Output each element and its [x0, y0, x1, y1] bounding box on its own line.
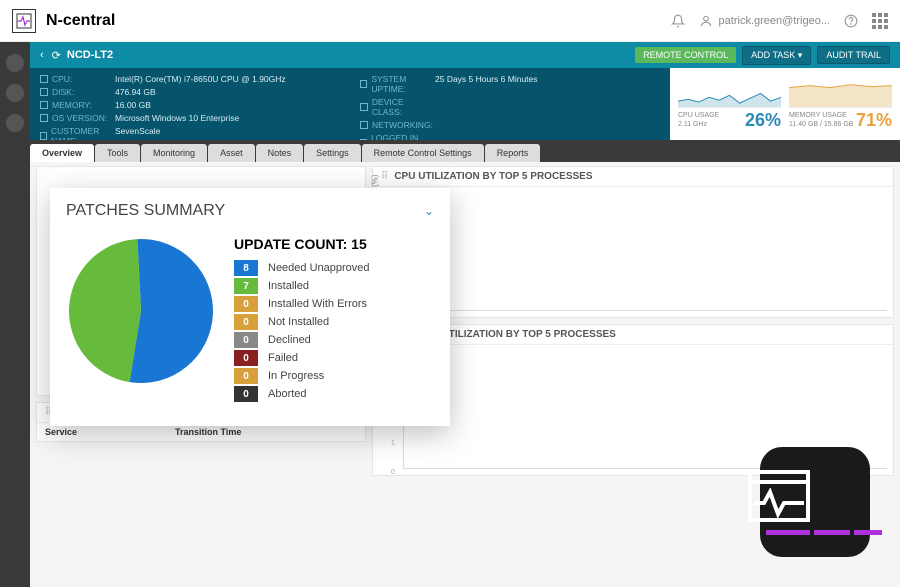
user-label: patrick.green@trigeo... — [719, 15, 830, 27]
apps-icon[interactable] — [872, 13, 888, 29]
info-cpu-value: Intel(R) Core(TM) i7-8650U CPU @ 1.90GHz — [115, 74, 286, 84]
cpu-chart-title: CPU UTILIZATION BY TOP 5 PROCESSES — [394, 171, 592, 182]
info-os-value: Microsoft Windows 10 Enterprise — [115, 113, 239, 123]
mem-usage-label: MEMORY USAGE — [789, 112, 853, 120]
remote-control-button[interactable]: REMOTE CONTROL — [635, 47, 736, 63]
sidenav-item[interactable] — [6, 84, 24, 102]
help-icon[interactable] — [844, 14, 858, 28]
collapse-icon[interactable]: ⌄ — [424, 204, 434, 218]
topbar: N-central patrick.green@trigeo... — [0, 0, 900, 42]
legend-row: 0In Progress — [234, 368, 434, 384]
info-memory-label: MEMORY: — [52, 100, 92, 110]
tab-asset[interactable]: Asset — [208, 144, 255, 162]
info-disk-label: DISK: — [52, 87, 74, 97]
sidenav-item[interactable] — [6, 54, 24, 72]
tab-remote-control-settings[interactable]: Remote Control Settings — [362, 144, 484, 162]
brand-name: N-central — [46, 12, 115, 30]
cpu-chart-panel: ⠿CPU UTILIZATION BY TOP 5 PROCESSES Cpu … — [372, 166, 894, 318]
legend-row: 0Declined — [234, 332, 434, 348]
tab-tools[interactable]: Tools — [95, 144, 140, 162]
device-name: NCD-LT2 — [67, 49, 113, 61]
add-task-button[interactable]: ADD TASK ▾ — [742, 46, 811, 65]
mem-usage-pct: 71% — [856, 110, 892, 131]
legend-row: 0Aborted — [234, 386, 434, 402]
cpu-usage-sub: 2.11 GHz — [678, 121, 719, 129]
device-header: ‹ ⟳ NCD-LT2 REMOTE CONTROL ADD TASK ▾ AU… — [30, 42, 900, 68]
col-service: Service — [45, 427, 175, 437]
info-class-label: DEVICE CLASS: — [372, 97, 435, 117]
info-uptime-label: SYSTEM UPTIME: — [371, 74, 435, 94]
mem-usage-sub: 11.40 GB / 15.86 GB — [789, 121, 853, 129]
patches-summary-card: PATCHES SUMMARY ⌄ UPDATE COUNT: 15 8Need… — [50, 188, 450, 426]
drag-icon[interactable]: ⠿ — [381, 171, 388, 182]
tab-settings[interactable]: Settings — [304, 144, 361, 162]
legend-row: 0Installed With Errors — [234, 296, 434, 312]
info-disk-value: 476.94 GB — [115, 87, 156, 97]
cpu-usage-label: CPU USAGE — [678, 112, 719, 120]
cpu-sparkline — [678, 74, 781, 108]
tab-reports[interactable]: Reports — [485, 144, 541, 162]
update-count-label: UPDATE COUNT: 15 — [234, 236, 434, 252]
info-uptime-value: 25 Days 5 Hours 6 Minutes — [435, 74, 538, 94]
col-time: Transition Time — [175, 427, 241, 437]
patches-title: PATCHES SUMMARY — [66, 202, 225, 220]
back-chevron-icon[interactable]: ‹ — [40, 49, 44, 61]
app-floating-icon — [760, 447, 870, 557]
brand-logo — [12, 9, 36, 33]
legend-row: 0Not Installed — [234, 314, 434, 330]
tab-overview[interactable]: Overview — [30, 144, 94, 162]
info-net-label: NETWORKING: — [372, 120, 433, 130]
info-cpu-label: CPU: — [52, 74, 72, 84]
legend-row: 7Installed — [234, 278, 434, 294]
sidenav-item[interactable] — [6, 114, 24, 132]
user-icon[interactable]: patrick.green@trigeo... — [699, 14, 830, 28]
legend-row: 8Needed Unapproved — [234, 260, 434, 276]
sidenav — [0, 42, 30, 587]
mem-sparkline — [789, 74, 892, 108]
info-os-label: OS VERSION: — [52, 113, 107, 123]
cpu-chart-bars — [403, 193, 887, 311]
device-info-bar: CPU: Intel(R) Core(TM) i7-8650U CPU @ 1.9… — [30, 68, 900, 140]
tab-bar: OverviewToolsMonitoringAssetNotesSetting… — [30, 140, 900, 162]
usage-box: CPU USAGE2.11 GHz 26% MEMORY USAGE11.40 … — [670, 68, 900, 140]
audit-trail-button[interactable]: AUDIT TRAIL — [817, 46, 890, 64]
info-memory-value: 16.00 GB — [115, 100, 151, 110]
refresh-icon[interactable]: ⟳ — [52, 49, 61, 62]
tab-notes[interactable]: Notes — [256, 144, 304, 162]
patches-pie-chart — [66, 236, 216, 386]
legend-row: 0Failed — [234, 350, 434, 366]
notifications-icon[interactable] — [671, 14, 685, 28]
cpu-usage-pct: 26% — [745, 110, 781, 131]
tab-monitoring[interactable]: Monitoring — [141, 144, 207, 162]
